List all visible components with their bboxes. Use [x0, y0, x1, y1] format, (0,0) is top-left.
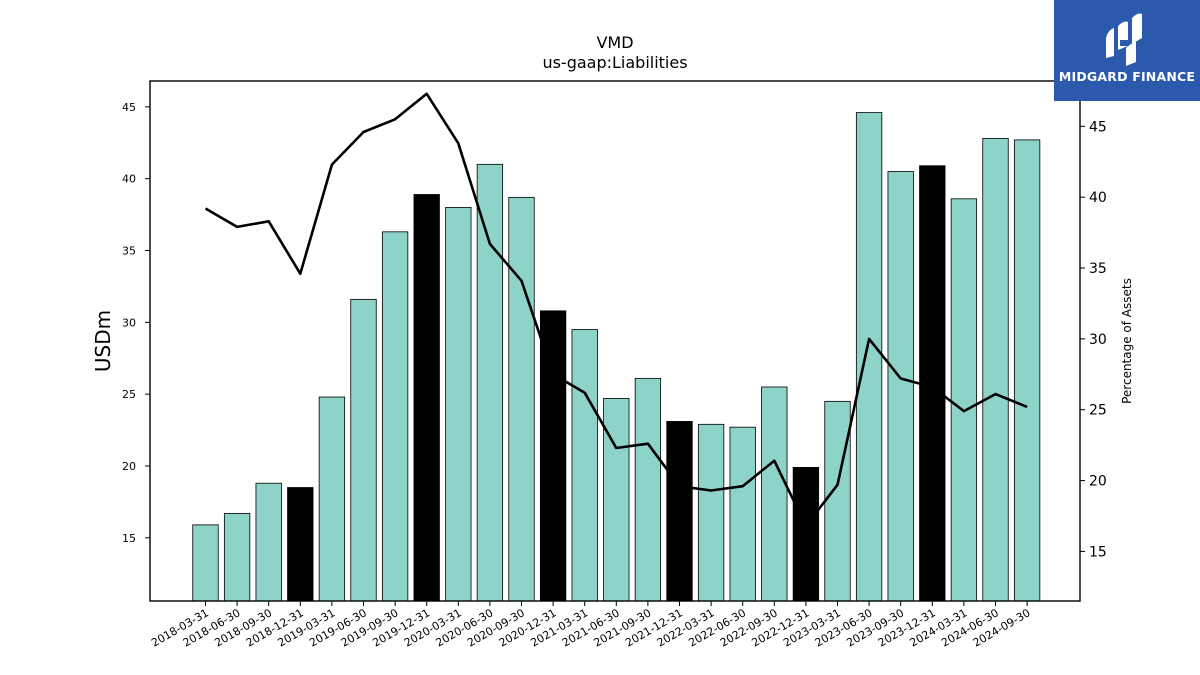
- y-tick-label: 40: [122, 173, 136, 186]
- plot-frame: [149, 80, 1081, 602]
- bar: [539, 310, 567, 602]
- y2-tick-label: 35: [1089, 261, 1107, 277]
- logo-text: MIDGARD FINANCE: [1058, 69, 1196, 84]
- y2-tick-label: 30: [1089, 332, 1107, 348]
- percentage-line: [204, 92, 1028, 528]
- bar: [982, 138, 1009, 602]
- y2-tick-label: 15: [1089, 544, 1107, 560]
- bar: [223, 512, 251, 602]
- chart-subtitle: us-gaap:Liabilities: [542, 53, 688, 72]
- y-tick-label: 25: [122, 388, 136, 401]
- chart-title: VMD: [596, 33, 634, 52]
- bar: [792, 467, 820, 602]
- bar: [887, 171, 914, 602]
- bar: [1013, 139, 1041, 602]
- bar: [855, 112, 883, 602]
- midgard-logo-icon: [1106, 13, 1142, 66]
- bar: [666, 421, 693, 602]
- bar: [381, 231, 409, 602]
- bar: [697, 423, 725, 602]
- bar: [508, 196, 535, 602]
- y2-tick-label: 45: [1089, 119, 1107, 135]
- bar: [571, 329, 598, 602]
- y2-tick-label: 20: [1089, 474, 1107, 490]
- y-tick-label: 30: [122, 316, 136, 329]
- bar: [255, 482, 282, 602]
- bar: [350, 298, 377, 602]
- bar: [950, 198, 978, 602]
- bar: [761, 386, 788, 602]
- bar: [445, 207, 472, 602]
- y2-tick-label: 25: [1089, 403, 1107, 419]
- y2-axis-label: Percentage of Assets: [1120, 278, 1134, 404]
- bar: [476, 163, 504, 602]
- y-tick-label: 35: [122, 245, 136, 258]
- bar: [824, 400, 851, 602]
- y-tick-label: 20: [122, 460, 136, 473]
- bar: [603, 398, 630, 602]
- bar: [318, 396, 346, 602]
- midgard-finance-logo: MIDGARD FINANCE: [1054, 0, 1200, 101]
- bar: [413, 194, 440, 602]
- bar: [192, 524, 219, 602]
- y-tick-label: 15: [122, 532, 136, 545]
- y-tick-label: 45: [122, 101, 136, 114]
- y2-tick-label: 40: [1089, 190, 1107, 206]
- bar: [634, 377, 662, 602]
- bar: [287, 487, 314, 602]
- y-axis-label: USDm: [91, 310, 115, 372]
- bar: [729, 426, 756, 602]
